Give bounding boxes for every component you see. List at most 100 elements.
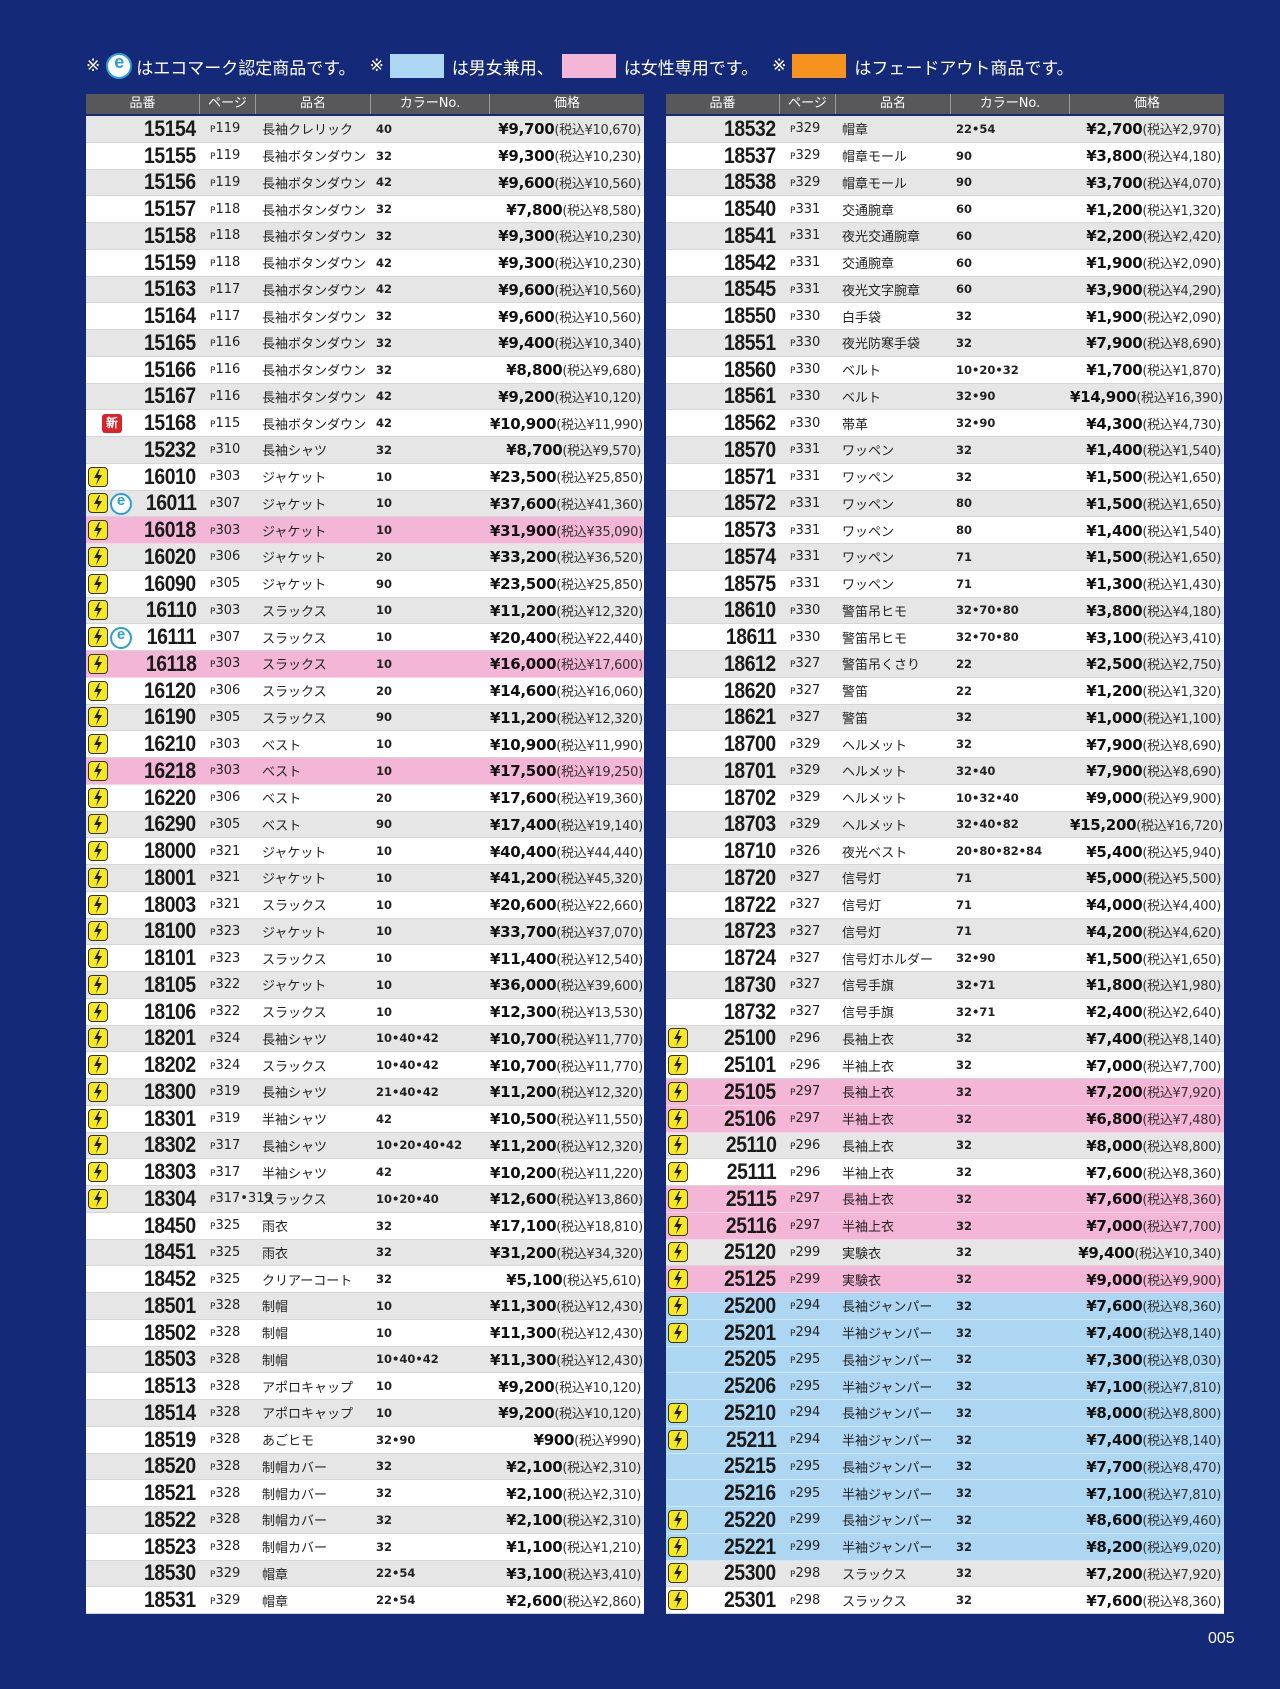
item-number-cell: 16118 bbox=[86, 651, 200, 677]
tax-included-price: (税込¥2,420) bbox=[1142, 230, 1221, 246]
table-row: 18561 P330 ベルト 32•90 ¥14,900(税込¥16,390) bbox=[666, 383, 1224, 411]
price: ¥12,300 bbox=[490, 1003, 557, 1022]
lightning-icon bbox=[668, 1081, 688, 1102]
tax-included-price: (税込¥8,360) bbox=[1142, 1300, 1221, 1316]
page-cell: P329 bbox=[780, 763, 836, 778]
price: ¥11,200 bbox=[490, 1136, 557, 1155]
item-number-cell: 18531 bbox=[86, 1587, 200, 1613]
page-prefix: P bbox=[210, 366, 216, 377]
page-ref: 323 bbox=[215, 923, 241, 939]
color-numbers: 32 bbox=[376, 1218, 393, 1233]
item-name: アポロキャップ bbox=[262, 1380, 354, 1396]
tax-included-price: (税込¥4,180) bbox=[1142, 150, 1221, 166]
price: ¥9,000 bbox=[1086, 1270, 1143, 1289]
tax-included-price: (税込¥990) bbox=[574, 1434, 641, 1450]
row-icons bbox=[88, 653, 108, 674]
price-cell: ¥11,300(税込¥12,430) bbox=[490, 1323, 644, 1342]
item-number: 15158 bbox=[144, 222, 196, 248]
page-ref: 330 bbox=[795, 629, 821, 645]
price-cell: ¥10,900(税込¥11,990) bbox=[490, 735, 644, 754]
tax-included-price: (税込¥2,090) bbox=[1142, 310, 1221, 326]
item-number: 18523 bbox=[144, 1533, 196, 1559]
table-row: 18540 P331 交通腕章 60 ¥1,200(税込¥1,320) bbox=[666, 196, 1224, 223]
page-cell: P303 bbox=[200, 656, 256, 671]
price-cell: ¥3,100(税込¥3,410) bbox=[1070, 628, 1224, 647]
page-prefix: P bbox=[210, 205, 216, 216]
page-cell: P299 bbox=[780, 1512, 836, 1527]
page-ref: 330 bbox=[795, 388, 821, 404]
tax-included-price: (税込¥2,750) bbox=[1142, 658, 1221, 674]
price: ¥9,200 bbox=[498, 1377, 555, 1396]
color-numbers: 10•40•42 bbox=[376, 1352, 439, 1367]
page-cell: P330 bbox=[780, 630, 836, 645]
row-icons bbox=[668, 1429, 688, 1450]
item-name: 制帽 bbox=[262, 1353, 289, 1369]
item-name: 白手袋 bbox=[842, 310, 882, 326]
page-cell: P295 bbox=[780, 1379, 836, 1394]
page-ref: 303 bbox=[215, 522, 241, 538]
item-number: 16110 bbox=[145, 597, 196, 623]
price-cell: ¥9,600(税込¥10,560) bbox=[490, 173, 644, 192]
page-cell: P331 bbox=[780, 202, 836, 217]
page-prefix: P bbox=[790, 1462, 796, 1473]
price-cell: ¥5,400(税込¥5,940) bbox=[1070, 842, 1224, 861]
item-number: 18300 bbox=[144, 1078, 196, 1104]
row-icons bbox=[88, 1055, 108, 1076]
page-prefix: P bbox=[210, 687, 216, 698]
item-name: 帽章 bbox=[842, 123, 869, 139]
price: ¥33,700 bbox=[490, 922, 557, 941]
page-ref: 325 bbox=[215, 1244, 241, 1260]
tax-included-price: (税込¥10,670) bbox=[554, 123, 641, 139]
color-numbers: 10 bbox=[376, 656, 393, 671]
item-number-cell: 18610 bbox=[666, 597, 780, 623]
color-numbers: 22•54 bbox=[376, 1593, 416, 1608]
table-row: 18571 P331 ワッペン 32 ¥1,500(税込¥1,650) bbox=[666, 464, 1224, 491]
color-numbers: 42 bbox=[376, 1111, 393, 1126]
price: ¥9,600 bbox=[498, 307, 555, 326]
color-numbers: 32 bbox=[956, 710, 973, 725]
item-number-cell: 25301 bbox=[666, 1587, 780, 1613]
item-number: 25216 bbox=[724, 1480, 776, 1506]
item-number-cell: 18612 bbox=[666, 651, 780, 677]
item-number: 15155 bbox=[144, 142, 196, 168]
page-ref: 297 bbox=[795, 1111, 821, 1127]
color-numbers: 10 bbox=[376, 469, 393, 484]
page-ref: 119 bbox=[215, 148, 241, 164]
page-cell: P294 bbox=[780, 1405, 836, 1420]
page-ref: 310 bbox=[215, 442, 241, 458]
tax-included-price: (税込¥19,140) bbox=[556, 818, 643, 834]
price: ¥40,400 bbox=[490, 842, 557, 861]
row-icons bbox=[88, 1001, 108, 1022]
header-color: カラーNo. bbox=[951, 94, 1070, 114]
table-row: 18700 P329 ヘルメット 32 ¥7,900(税込¥8,690) bbox=[666, 731, 1224, 758]
tax-included-price: (税込¥12,320) bbox=[556, 1086, 643, 1102]
page-ref: 295 bbox=[795, 1351, 821, 1367]
tax-included-price: (税込¥1,320) bbox=[1142, 685, 1221, 701]
item-name: ワッペン bbox=[842, 551, 895, 567]
item-name: 信号手旗 bbox=[842, 1006, 895, 1022]
table-row: 18523 P328 制帽カバー 32 ¥1,100(税込¥1,210) bbox=[86, 1534, 644, 1561]
item-number-cell: 16190 bbox=[86, 704, 200, 730]
color-numbers: 10•40•42 bbox=[376, 1031, 439, 1046]
tax-included-price: (税込¥9,570) bbox=[562, 444, 641, 460]
color-numbers: 32 bbox=[956, 1272, 973, 1287]
item-name: 長袖ジャンパー bbox=[842, 1514, 933, 1530]
table-row: 18560 P330 ベルト 10•20•32 ¥1,700(税込¥1,870) bbox=[666, 357, 1224, 384]
page-prefix: P bbox=[790, 633, 796, 644]
item-number-cell: 18530 bbox=[86, 1560, 200, 1586]
price-cell: ¥33,200(税込¥36,520) bbox=[490, 547, 644, 566]
tax-included-price: (税込¥2,090) bbox=[1142, 257, 1221, 273]
item-name: スラックス bbox=[262, 1006, 327, 1022]
page-ref: 325 bbox=[215, 1271, 241, 1287]
page-prefix: P bbox=[790, 339, 796, 350]
price: ¥9,300 bbox=[498, 147, 555, 166]
item-name: 長袖ボタンダウン bbox=[262, 150, 367, 166]
item-number-cell: 16218 bbox=[86, 758, 200, 784]
page-ref: 331 bbox=[795, 281, 821, 297]
page-prefix: P bbox=[790, 1061, 796, 1072]
tax-included-price: (税込¥9,680) bbox=[562, 364, 641, 380]
price-cell: ¥1,500(税込¥1,650) bbox=[1070, 494, 1224, 513]
price-cell: ¥3,900(税込¥4,290) bbox=[1070, 280, 1224, 299]
tax-included-price: (税込¥4,730) bbox=[1142, 417, 1221, 433]
tax-included-price: (税込¥34,320) bbox=[556, 1246, 643, 1262]
